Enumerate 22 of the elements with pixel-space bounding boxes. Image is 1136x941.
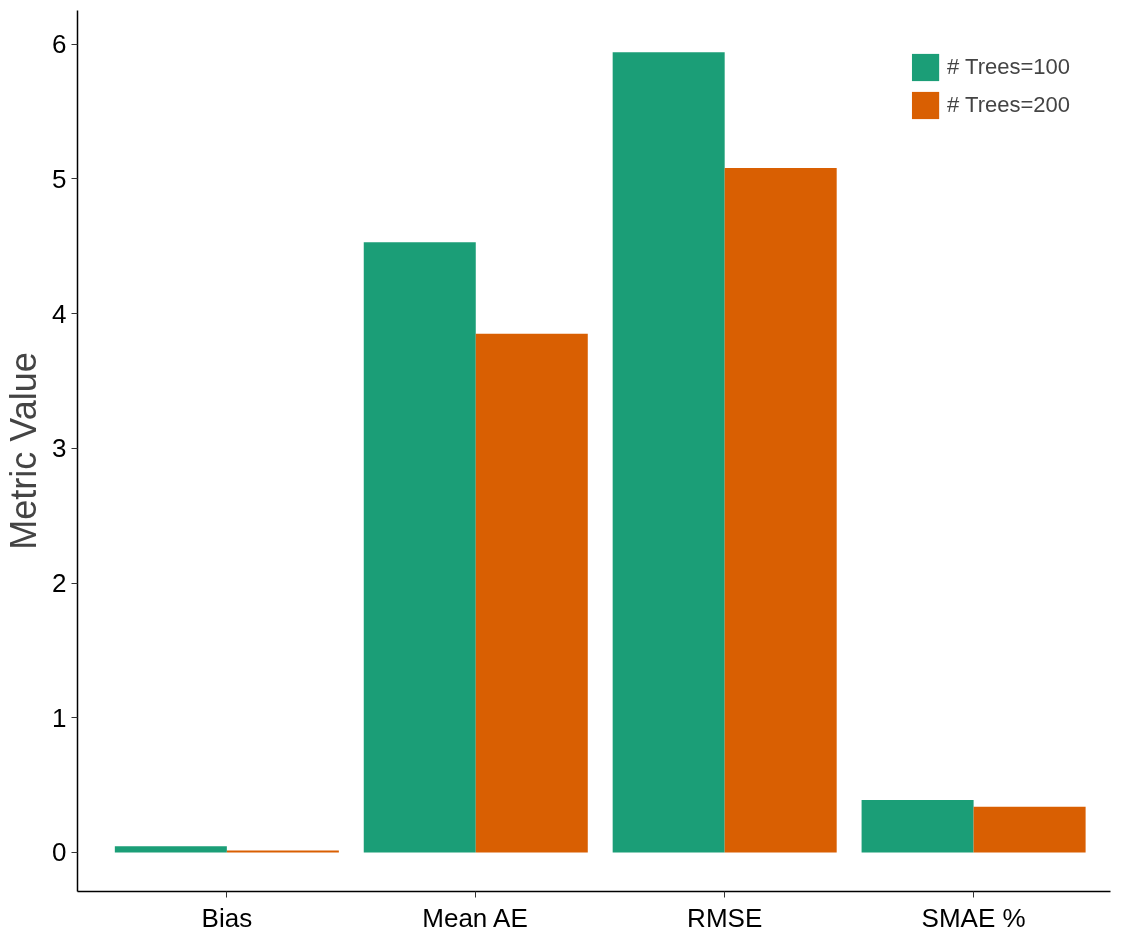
y-tick-label: 4: [52, 298, 67, 329]
y-tick-label: 1: [52, 702, 67, 733]
x-tick-label: RMSE: [687, 902, 763, 933]
legend-label: # Trees=100: [947, 53, 1070, 81]
y-tick-label: 3: [52, 433, 67, 464]
legend-label: # Trees=200: [947, 91, 1070, 119]
bar: [226, 850, 339, 853]
y-tick-label: 5: [52, 163, 67, 194]
y-tick-label: 0: [52, 837, 67, 868]
bar: [114, 846, 227, 853]
x-tick-label: Bias: [201, 902, 253, 933]
y-tick-label: 6: [52, 29, 67, 60]
bar: [475, 333, 588, 853]
y-tick-label: 2: [52, 568, 67, 599]
bar: [612, 52, 725, 853]
bar: [724, 168, 837, 853]
x-tick-label: Mean AE: [422, 902, 528, 933]
y-axis-title: Metric Value: [3, 352, 45, 550]
bar: [973, 806, 1086, 853]
x-tick-label: SMAE %: [921, 902, 1026, 933]
bar: [363, 242, 476, 853]
bar: [861, 799, 974, 853]
